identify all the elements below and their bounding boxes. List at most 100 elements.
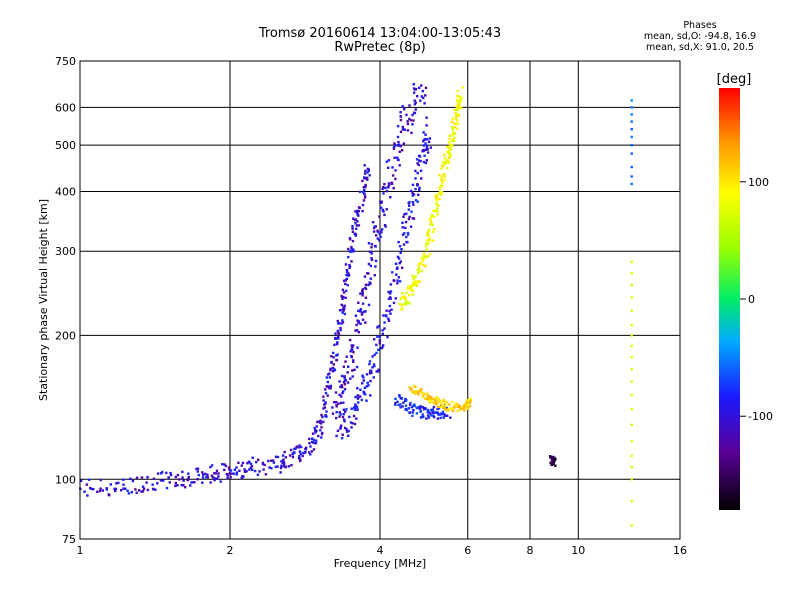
data-point bbox=[253, 469, 257, 473]
data-point bbox=[381, 329, 384, 332]
data-point bbox=[215, 469, 219, 472]
data-point bbox=[452, 407, 455, 410]
data-point bbox=[377, 348, 380, 351]
data-point bbox=[341, 433, 344, 436]
data-point bbox=[381, 332, 384, 336]
data-point bbox=[382, 186, 385, 189]
data-point bbox=[382, 192, 385, 195]
data-point bbox=[217, 475, 220, 478]
data-point bbox=[315, 439, 318, 442]
data-point bbox=[401, 266, 404, 269]
data-point bbox=[432, 405, 436, 409]
data-point bbox=[372, 230, 376, 233]
data-point bbox=[407, 208, 410, 211]
data-point bbox=[406, 231, 410, 235]
data-point bbox=[135, 491, 138, 494]
data-point bbox=[405, 291, 408, 294]
data-point bbox=[348, 338, 352, 342]
data-point bbox=[413, 103, 417, 106]
data-point bbox=[210, 474, 214, 477]
data-point bbox=[328, 385, 331, 389]
data-point bbox=[315, 425, 318, 428]
data-point bbox=[387, 182, 391, 185]
data-point bbox=[427, 416, 430, 419]
data-point bbox=[343, 279, 346, 282]
data-point bbox=[415, 412, 419, 415]
data-point bbox=[395, 273, 398, 276]
data-point bbox=[630, 524, 633, 527]
data-point bbox=[453, 139, 456, 143]
data-point bbox=[251, 456, 254, 459]
data-point bbox=[394, 169, 397, 172]
data-point bbox=[449, 416, 452, 419]
x-tick-label: 10 bbox=[571, 544, 585, 557]
data-point bbox=[426, 148, 429, 151]
data-point bbox=[414, 187, 417, 191]
data-point bbox=[181, 476, 184, 479]
data-point bbox=[361, 302, 365, 305]
data-point bbox=[274, 465, 277, 469]
data-point bbox=[461, 86, 464, 89]
data-point bbox=[432, 402, 436, 405]
data-point bbox=[345, 269, 349, 272]
data-point bbox=[418, 186, 421, 190]
data-point bbox=[356, 346, 359, 349]
data-point bbox=[413, 88, 417, 91]
data-point bbox=[436, 210, 439, 213]
tick-labels: 1 2 4 6 8 10 16 75 100 200 300 400 500 600 750 bbox=[55, 55, 687, 557]
data-point bbox=[287, 465, 290, 468]
data-point bbox=[356, 394, 360, 397]
data-point bbox=[326, 394, 329, 397]
data-point bbox=[422, 264, 425, 267]
data-point bbox=[421, 395, 425, 398]
data-point bbox=[113, 487, 116, 491]
data-point bbox=[411, 113, 414, 117]
data-point bbox=[403, 107, 406, 111]
data-point bbox=[378, 215, 381, 218]
data-point bbox=[428, 401, 431, 404]
data-point bbox=[392, 301, 396, 305]
data-point bbox=[440, 167, 443, 170]
data-point bbox=[329, 384, 332, 388]
data-point bbox=[301, 454, 304, 458]
data-point bbox=[189, 484, 192, 487]
data-point bbox=[178, 478, 181, 481]
data-point bbox=[373, 274, 376, 277]
data-point bbox=[350, 247, 353, 251]
data-point bbox=[351, 230, 355, 233]
data-point bbox=[211, 476, 215, 479]
data-point bbox=[378, 335, 382, 338]
data-point bbox=[436, 411, 439, 415]
data-point bbox=[311, 432, 315, 435]
data-point bbox=[630, 175, 633, 178]
data-point bbox=[347, 274, 351, 277]
data-point bbox=[401, 307, 404, 310]
colorbar-tick-label: -100 bbox=[748, 410, 773, 423]
data-point bbox=[99, 487, 102, 490]
data-point bbox=[319, 419, 322, 423]
data-point bbox=[411, 281, 415, 285]
data-point bbox=[312, 448, 316, 451]
data-point bbox=[351, 375, 354, 378]
data-point bbox=[394, 262, 398, 265]
data-point bbox=[443, 153, 446, 157]
data-point bbox=[340, 294, 343, 298]
data-point bbox=[370, 243, 374, 246]
data-point bbox=[332, 351, 335, 355]
data-point bbox=[443, 162, 447, 165]
data-point bbox=[124, 487, 127, 490]
data-point bbox=[462, 404, 466, 407]
data-point bbox=[156, 482, 159, 485]
data-point bbox=[377, 325, 380, 328]
data-point bbox=[85, 483, 88, 486]
data-point bbox=[549, 461, 552, 464]
data-point bbox=[356, 387, 359, 390]
data-point bbox=[357, 321, 360, 324]
data-point bbox=[195, 467, 198, 471]
data-point bbox=[359, 310, 362, 313]
data-point bbox=[391, 271, 394, 274]
data-point bbox=[329, 367, 332, 371]
data-point bbox=[344, 282, 347, 286]
data-point bbox=[554, 458, 557, 461]
data-point bbox=[372, 363, 376, 366]
